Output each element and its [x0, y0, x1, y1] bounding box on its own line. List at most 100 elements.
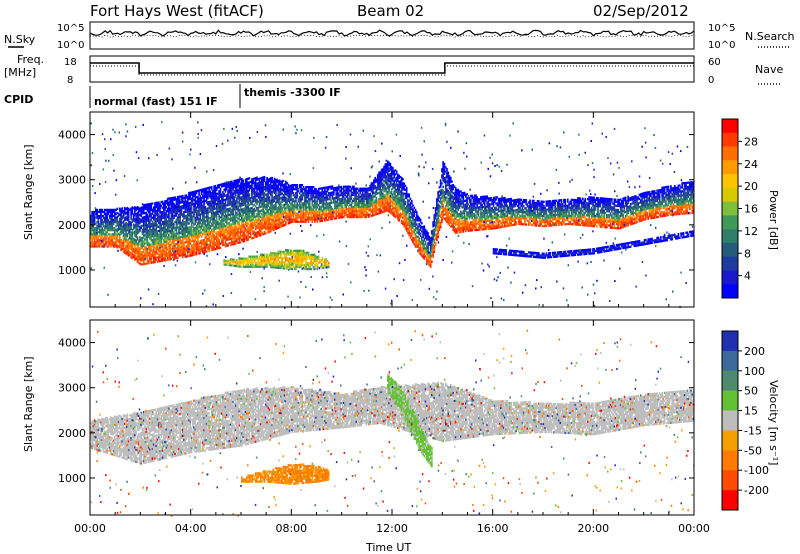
power-cell [92, 235, 95, 238]
power-cell [90, 214, 92, 218]
power-cell [146, 260, 149, 263]
power-cell [149, 227, 151, 230]
power-cell [136, 214, 139, 217]
power-cell [134, 242, 136, 245]
power-cell [175, 200, 178, 203]
power-cell [152, 232, 155, 235]
power-cell [157, 250, 160, 253]
power-cell [149, 231, 151, 234]
power-cell [170, 243, 173, 246]
power-cell [208, 249, 210, 252]
power-cell [166, 248, 169, 251]
power-cell [130, 221, 132, 224]
power-cell [165, 200, 168, 203]
power-cell [124, 229, 126, 232]
power-cell [103, 212, 106, 216]
power-cell [151, 235, 154, 238]
power-cell [125, 222, 127, 225]
power-cell [100, 225, 102, 228]
power-cell [303, 216, 306, 219]
power-cell [106, 227, 109, 230]
power-cell [342, 195, 345, 198]
cpid-panel: CPID normal (fast) 151 IF themis -3300 I… [4, 84, 341, 108]
power-cell [146, 213, 149, 216]
power-cell [161, 253, 164, 256]
power-cell [150, 208, 153, 211]
power-cell [160, 231, 163, 234]
power-cell [186, 200, 189, 203]
power-cell [137, 255, 140, 258]
power-cell [310, 214, 312, 217]
power-cell [145, 248, 148, 251]
power-cell [165, 210, 168, 213]
power-cell [160, 255, 163, 258]
power-cell [146, 262, 149, 265]
power-cell [152, 230, 155, 233]
power-cell [137, 239, 140, 242]
power-cell [154, 206, 156, 209]
power-cell [268, 196, 271, 199]
power-cell [144, 246, 146, 249]
power-cell [159, 217, 161, 220]
power-cell [100, 214, 102, 218]
power-cell [93, 237, 96, 240]
power-cell [174, 257, 176, 260]
power-cell [147, 243, 150, 246]
power-cell [140, 259, 142, 262]
power-cell [132, 239, 135, 242]
power-cell [358, 193, 360, 196]
power-cell [96, 225, 98, 228]
power-cell [122, 216, 125, 219]
power-cell [115, 245, 117, 248]
power-cell [122, 230, 125, 233]
power-cell [100, 221, 102, 224]
power-cell [134, 256, 136, 260]
power-cell [118, 207, 121, 210]
power-cell [171, 196, 174, 200]
power-cell [91, 223, 93, 226]
power-cell [145, 238, 148, 241]
power-cell [124, 225, 126, 228]
power-cell [169, 240, 171, 243]
power-cell [171, 225, 174, 228]
power-cell [147, 229, 150, 232]
power-cell [154, 212, 156, 215]
power-cell [159, 221, 161, 224]
power-cell [132, 215, 135, 218]
power-cell [116, 215, 119, 218]
power-cell [144, 224, 146, 227]
power-cell [131, 228, 134, 231]
power-cell [105, 239, 107, 242]
power-cell [170, 223, 173, 226]
power-cell [163, 216, 165, 219]
power-cell [145, 203, 148, 206]
power-cell [145, 250, 148, 253]
power-cell [335, 209, 338, 212]
power-cell [169, 246, 171, 249]
power-cell [124, 233, 126, 236]
power-cell [113, 208, 116, 211]
power-cell [163, 202, 165, 205]
power-cell [140, 255, 142, 258]
power-cell [115, 239, 117, 242]
power-cell [131, 247, 134, 250]
power-cell [175, 238, 178, 241]
power-cell [141, 236, 144, 239]
power-cell [126, 247, 129, 250]
power-cell [150, 245, 153, 248]
power-cell [101, 233, 103, 236]
power-cell [131, 257, 134, 260]
power-cell [199, 252, 202, 255]
power-cell [295, 200, 297, 203]
power-cell [163, 212, 165, 215]
power-cell [126, 216, 129, 220]
power-cell [165, 248, 168, 251]
power-cell [305, 214, 307, 217]
power-cell [166, 197, 169, 200]
power-cell [168, 201, 170, 204]
power-cell [131, 255, 134, 258]
power-cell [156, 242, 159, 245]
power-cell [156, 252, 159, 255]
power-cell [176, 244, 179, 247]
power-cell [157, 217, 160, 220]
